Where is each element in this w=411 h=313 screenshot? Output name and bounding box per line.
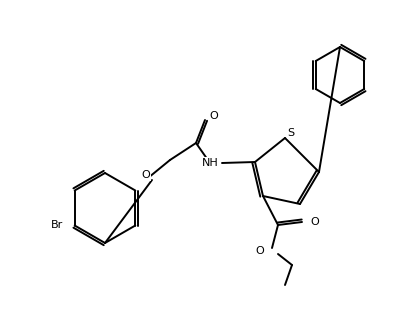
Text: Br: Br (51, 220, 63, 230)
Text: NH: NH (202, 158, 219, 168)
Text: S: S (287, 128, 295, 138)
Text: O: O (209, 111, 218, 121)
Text: O: O (255, 246, 264, 256)
Text: O: O (310, 217, 319, 227)
Text: O: O (142, 170, 150, 180)
